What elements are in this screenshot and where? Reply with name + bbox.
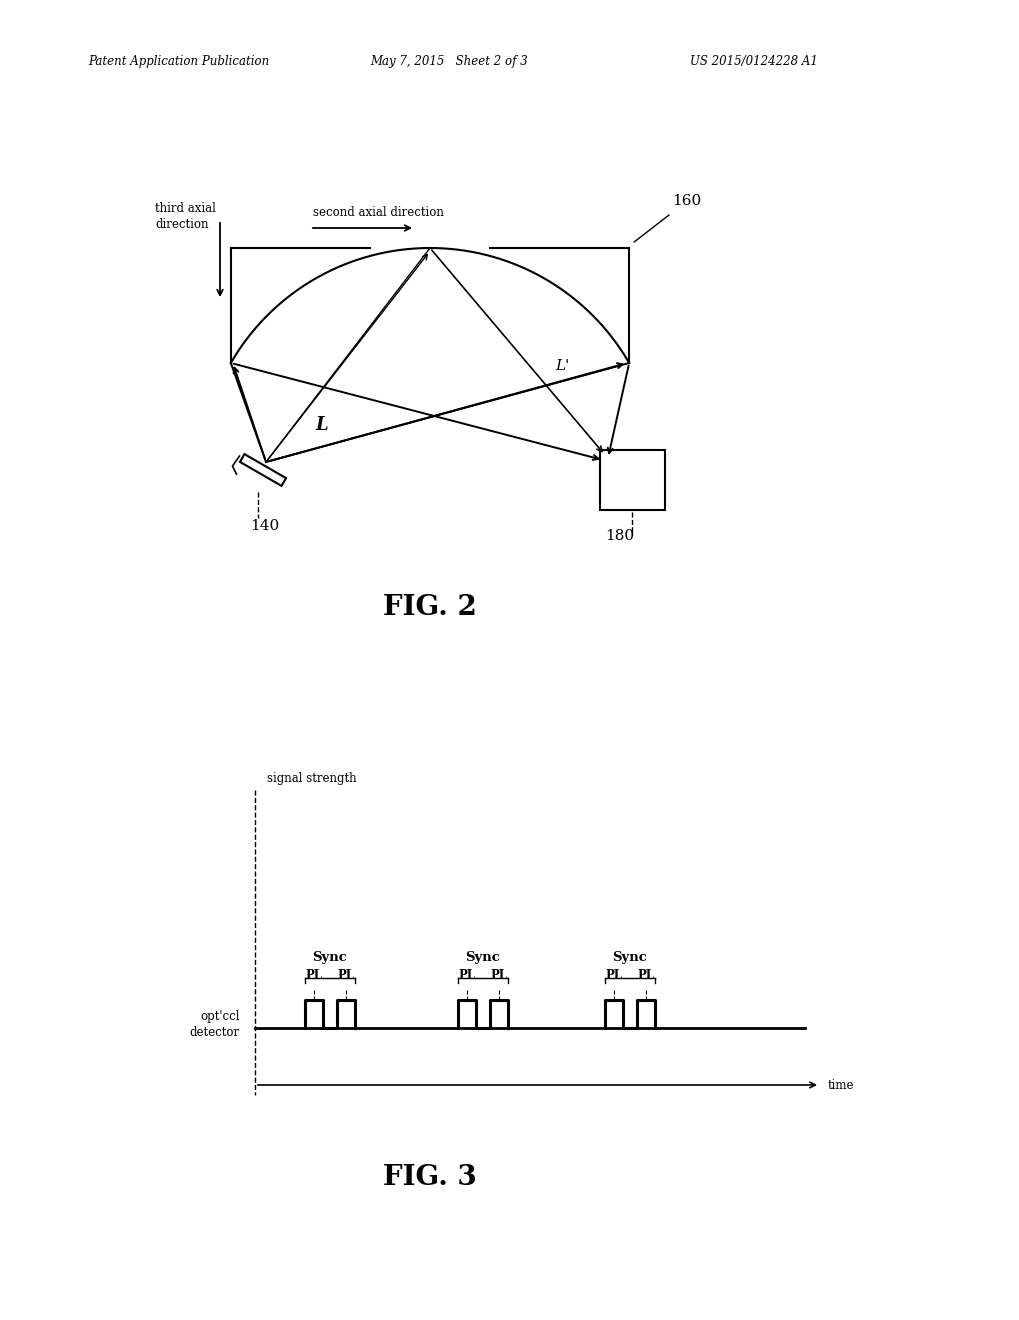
Text: opt'ccl
detector: opt'ccl detector [190, 1010, 239, 1039]
Text: PL: PL [637, 969, 654, 982]
Text: L: L [315, 416, 327, 434]
Text: FIG. 3: FIG. 3 [383, 1164, 477, 1191]
Text: third axial
direction: third axial direction [155, 202, 216, 231]
Bar [599, 450, 664, 510]
Text: PL: PL [306, 969, 322, 982]
Text: FIG. 2: FIG. 2 [383, 594, 477, 620]
Text: Patent Application Publication: Patent Application Publication [88, 55, 269, 69]
Text: PL: PL [337, 969, 355, 982]
Text: time: time [827, 1078, 854, 1092]
Text: 180: 180 [604, 529, 634, 543]
Text: US 2015/0124228 A1: US 2015/0124228 A1 [689, 55, 817, 69]
Text: May 7, 2015   Sheet 2 of 3: May 7, 2015 Sheet 2 of 3 [370, 55, 527, 69]
Text: Sync: Sync [612, 950, 647, 964]
Text: PL: PL [490, 969, 507, 982]
Text: 160: 160 [672, 194, 701, 209]
Text: PL: PL [605, 969, 622, 982]
Text: PL: PL [459, 969, 475, 982]
Text: 140: 140 [250, 519, 279, 533]
Text: Sync: Sync [465, 950, 500, 964]
Text: L': L' [554, 359, 569, 374]
Text: Sync: Sync [312, 950, 347, 964]
Text: second axial direction: second axial direction [313, 206, 443, 219]
Text: signal strength: signal strength [267, 772, 357, 785]
